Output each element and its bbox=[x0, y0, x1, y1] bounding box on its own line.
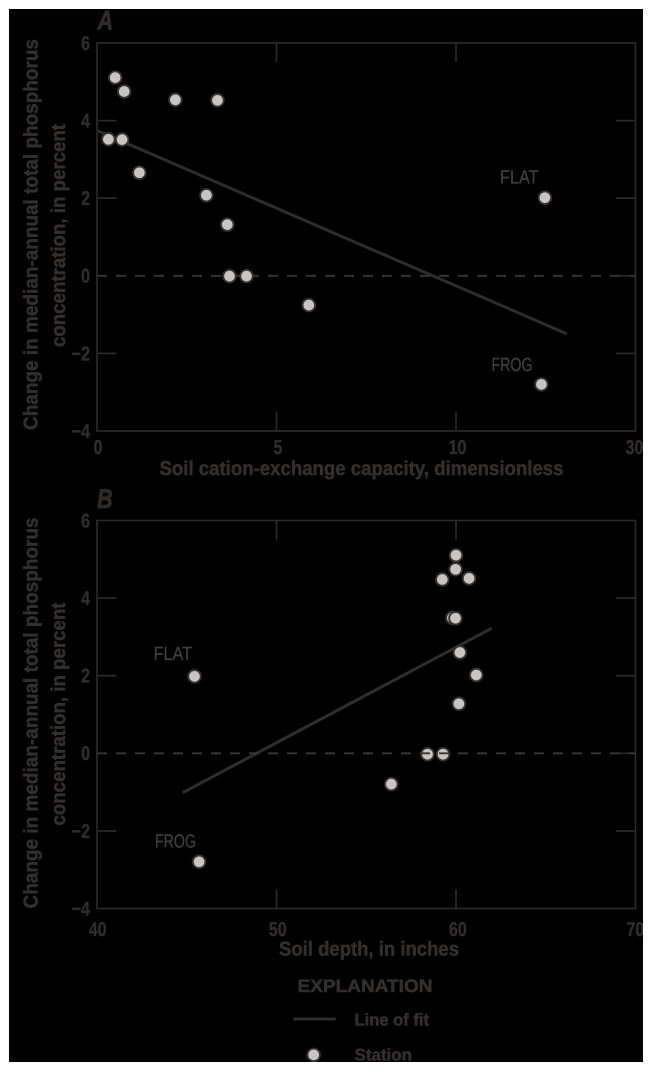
svg-text:concentration, in percent: concentration, in percent bbox=[48, 124, 70, 347]
svg-text:4: 4 bbox=[81, 588, 91, 610]
svg-text:A: A bbox=[97, 6, 113, 36]
svg-text:−2: −2 bbox=[72, 821, 90, 843]
svg-text:50: 50 bbox=[269, 919, 287, 941]
svg-text:−2: −2 bbox=[72, 343, 90, 365]
svg-text:−4: −4 bbox=[72, 898, 91, 920]
svg-text:5: 5 bbox=[274, 437, 283, 459]
svg-text:B: B bbox=[97, 484, 113, 514]
svg-text:30: 30 bbox=[626, 437, 644, 459]
svg-text:0: 0 bbox=[81, 266, 90, 288]
svg-text:0: 0 bbox=[94, 437, 103, 459]
svg-text:Change in median-annual total: Change in median-annual total phosphorus bbox=[21, 39, 43, 430]
svg-text:70: 70 bbox=[627, 919, 645, 941]
svg-text:4: 4 bbox=[81, 111, 91, 133]
svg-text:40: 40 bbox=[89, 919, 107, 941]
svg-text:6: 6 bbox=[81, 33, 90, 55]
svg-text:Change in median-annual total: Change in median-annual total phosphorus bbox=[21, 518, 43, 909]
svg-text:−4: −4 bbox=[72, 421, 91, 443]
svg-text:EXPLANATION: EXPLANATION bbox=[298, 976, 433, 996]
svg-text:FROG: FROG bbox=[492, 355, 533, 376]
svg-text:2: 2 bbox=[81, 666, 90, 688]
svg-text:Soil cation-exchange capacity,: Soil cation-exchange capacity, dimension… bbox=[160, 458, 564, 480]
svg-text:0: 0 bbox=[81, 743, 90, 765]
svg-text:6: 6 bbox=[81, 510, 90, 532]
svg-text:60: 60 bbox=[449, 919, 467, 941]
svg-text:Soil depth, in inches: Soil depth, in inches bbox=[279, 939, 459, 961]
svg-text:FROG: FROG bbox=[155, 831, 196, 852]
svg-text:concentration, in percent: concentration, in percent bbox=[48, 602, 70, 825]
svg-text:FLAT: FLAT bbox=[154, 644, 193, 665]
svg-text:Line of fit: Line of fit bbox=[355, 1011, 430, 1030]
svg-text:FLAT: FLAT bbox=[500, 167, 539, 188]
svg-text:2: 2 bbox=[81, 188, 90, 210]
svg-text:10: 10 bbox=[449, 437, 467, 459]
svg-text:Station: Station bbox=[355, 1046, 413, 1065]
